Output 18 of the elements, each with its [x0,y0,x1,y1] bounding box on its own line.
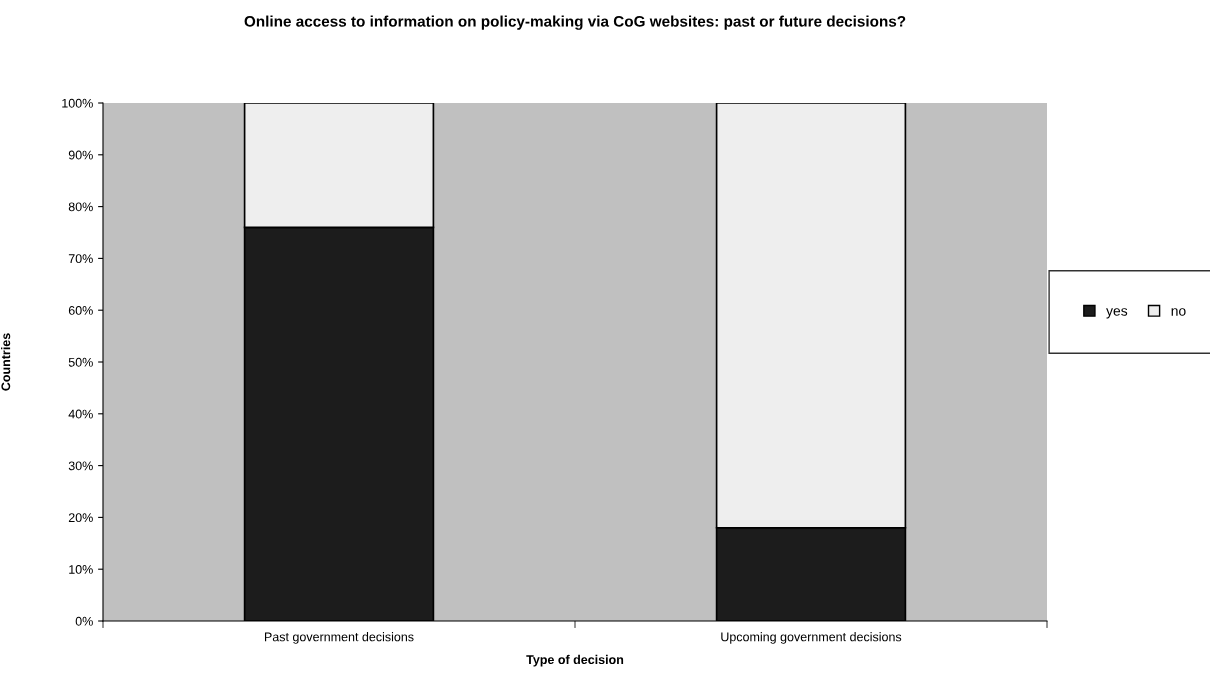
y-tick-label: 40% [68,409,93,419]
x-tick-label: Upcoming government decisions [721,632,902,644]
y-tick-label: 100% [62,98,93,108]
y-tick-label: 70% [68,254,93,264]
legend-label: no [1171,308,1186,316]
x-tick-label: Past government decisions [264,632,414,644]
y-axis-title: Countries [1,333,11,391]
x-axis-title: Type of decision [526,654,624,667]
y-tick-label: 10% [69,565,93,574]
y-tick-label: 80% [68,202,93,212]
y-tick-label: 30% [68,461,93,471]
y-tick-label: 50% [68,357,93,367]
y-tick-label: 90% [68,150,93,160]
legend-label: yes [1106,308,1128,319]
chart-title: Online access to information on policy-making via CoG websites: past or future decisions? [244,15,906,30]
y-tick-label: 20% [68,513,93,523]
y-tick-label: 0% [75,616,93,626]
y-tick-label: 60% [68,306,93,315]
